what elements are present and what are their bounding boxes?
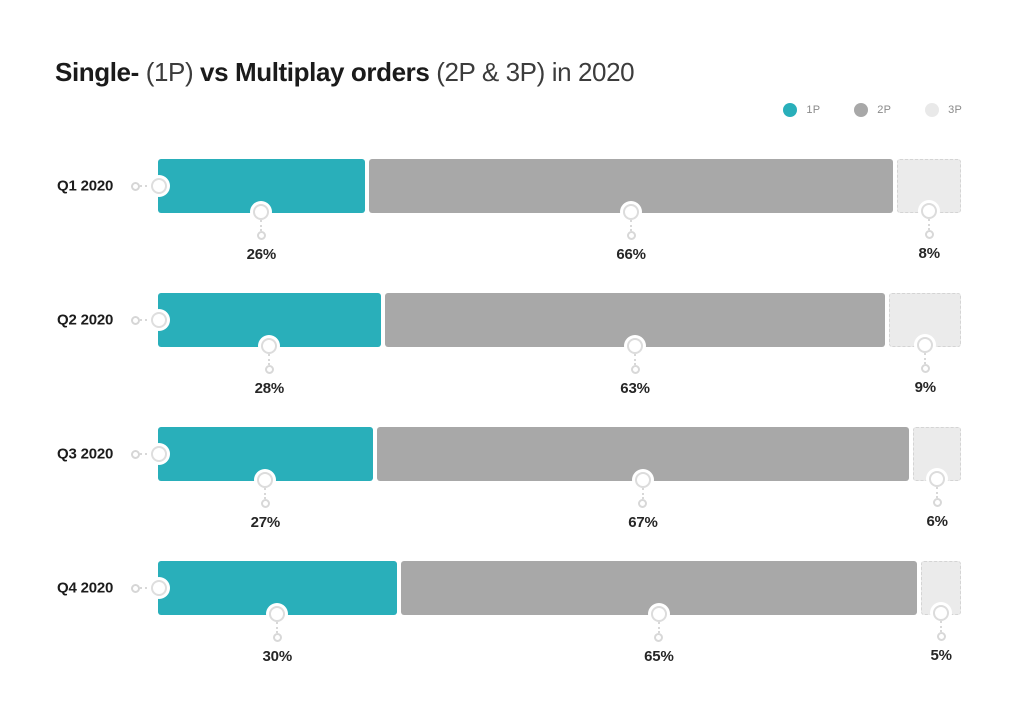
bar-segment-3p[interactable]: 8% — [897, 159, 961, 262]
bar-segment-3p[interactable]: 5% — [921, 561, 962, 664]
bar-segment-2p[interactable]: 66% — [368, 159, 894, 263]
row-connector-icon — [131, 178, 167, 194]
legend-label-2p: 2P — [877, 104, 892, 116]
value-pin-icon — [627, 338, 644, 374]
chart-row-q2: Q2 2020 28% 63% 9% — [0, 293, 1025, 427]
value-label: 63% — [620, 380, 650, 397]
value-pin-icon — [929, 471, 946, 507]
value-label: 6% — [926, 513, 948, 530]
value-pin-icon — [650, 606, 667, 642]
row-connector-icon — [131, 580, 167, 596]
legend-item-3p[interactable]: 3P — [925, 103, 962, 117]
value-label: 30% — [262, 648, 293, 665]
bar-segment-3p[interactable]: 9% — [889, 293, 961, 396]
value-pin-icon — [253, 204, 270, 240]
title-bold-1: Single- — [55, 57, 139, 87]
bar-segment-1p[interactable]: 27% — [158, 427, 373, 531]
bar-segment-1p[interactable]: 28% — [158, 293, 381, 397]
chart-row-q4: Q4 2020 30% 65% 5% — [0, 561, 1025, 695]
legend-dot-2p-icon — [854, 103, 869, 117]
category-label: Q1 2020 — [57, 177, 114, 195]
bar-q2: 28% 63% 9% — [158, 293, 961, 397]
value-pin-icon — [921, 203, 938, 239]
legend-item-1p[interactable]: 1P — [783, 103, 820, 117]
title-light-1: (1P) — [138, 57, 201, 87]
value-label: 9% — [914, 379, 936, 396]
value-pin-icon — [269, 606, 286, 642]
legend-item-2p[interactable]: 2P — [854, 103, 891, 117]
row-connector-icon — [131, 446, 167, 462]
page-title: Single- (1P) vs Multiplay orders (2P & 3… — [55, 56, 635, 88]
value-label: 67% — [628, 514, 658, 531]
value-label: 65% — [644, 648, 674, 665]
row-connector-icon — [131, 312, 167, 328]
value-pin-icon — [257, 472, 274, 508]
row-label-cell: Q1 2020 — [0, 159, 167, 213]
category-label: Q2 2020 — [57, 311, 114, 329]
bar-segment-2p[interactable]: 63% — [384, 293, 886, 397]
value-label: 5% — [930, 647, 952, 664]
legend: 1P 2P 3P — [783, 103, 962, 117]
value-label: 27% — [250, 514, 281, 531]
title-light-2: (2P & 3P) in 2020 — [429, 57, 635, 87]
chart-row-q1: Q1 2020 26% 66% 8% — [0, 159, 1025, 293]
bar-segment-3p[interactable]: 6% — [913, 427, 961, 530]
row-label-cell: Q3 2020 — [0, 427, 167, 481]
value-label: 8% — [918, 245, 940, 262]
legend-label-1p: 1P — [806, 104, 821, 116]
stacked-bar-chart: Q1 2020 26% 66% 8% Q2 — [0, 159, 1025, 695]
bar-q1: 26% 66% 8% — [158, 159, 961, 263]
value-pin-icon — [261, 338, 278, 374]
legend-label-3p: 3P — [948, 104, 962, 116]
value-pin-icon — [634, 472, 651, 508]
value-pin-icon — [917, 337, 934, 373]
legend-dot-3p-icon — [925, 103, 940, 117]
category-label: Q3 2020 — [57, 445, 114, 463]
chart-row-q3: Q3 2020 27% 67% 6% — [0, 427, 1025, 561]
value-label: 28% — [254, 380, 285, 397]
value-pin-icon — [623, 204, 640, 240]
bar-segment-1p[interactable]: 30% — [158, 561, 397, 665]
value-pin-icon — [933, 605, 950, 641]
bar-q3: 27% 67% 6% — [158, 427, 961, 531]
bar-segment-1p[interactable]: 26% — [158, 159, 365, 263]
bar-segment-2p[interactable]: 67% — [376, 427, 910, 531]
legend-dot-1p-icon — [783, 103, 798, 117]
row-label-cell: Q2 2020 — [0, 293, 167, 347]
bar-segment-2p[interactable]: 65% — [400, 561, 918, 665]
row-label-cell: Q4 2020 — [0, 561, 167, 615]
bar-q4: 30% 65% 5% — [158, 561, 962, 665]
category-label: Q4 2020 — [57, 579, 114, 597]
title-bold-2: vs Multiplay orders — [200, 57, 430, 87]
value-label: 26% — [246, 246, 277, 263]
value-label: 66% — [616, 246, 646, 263]
